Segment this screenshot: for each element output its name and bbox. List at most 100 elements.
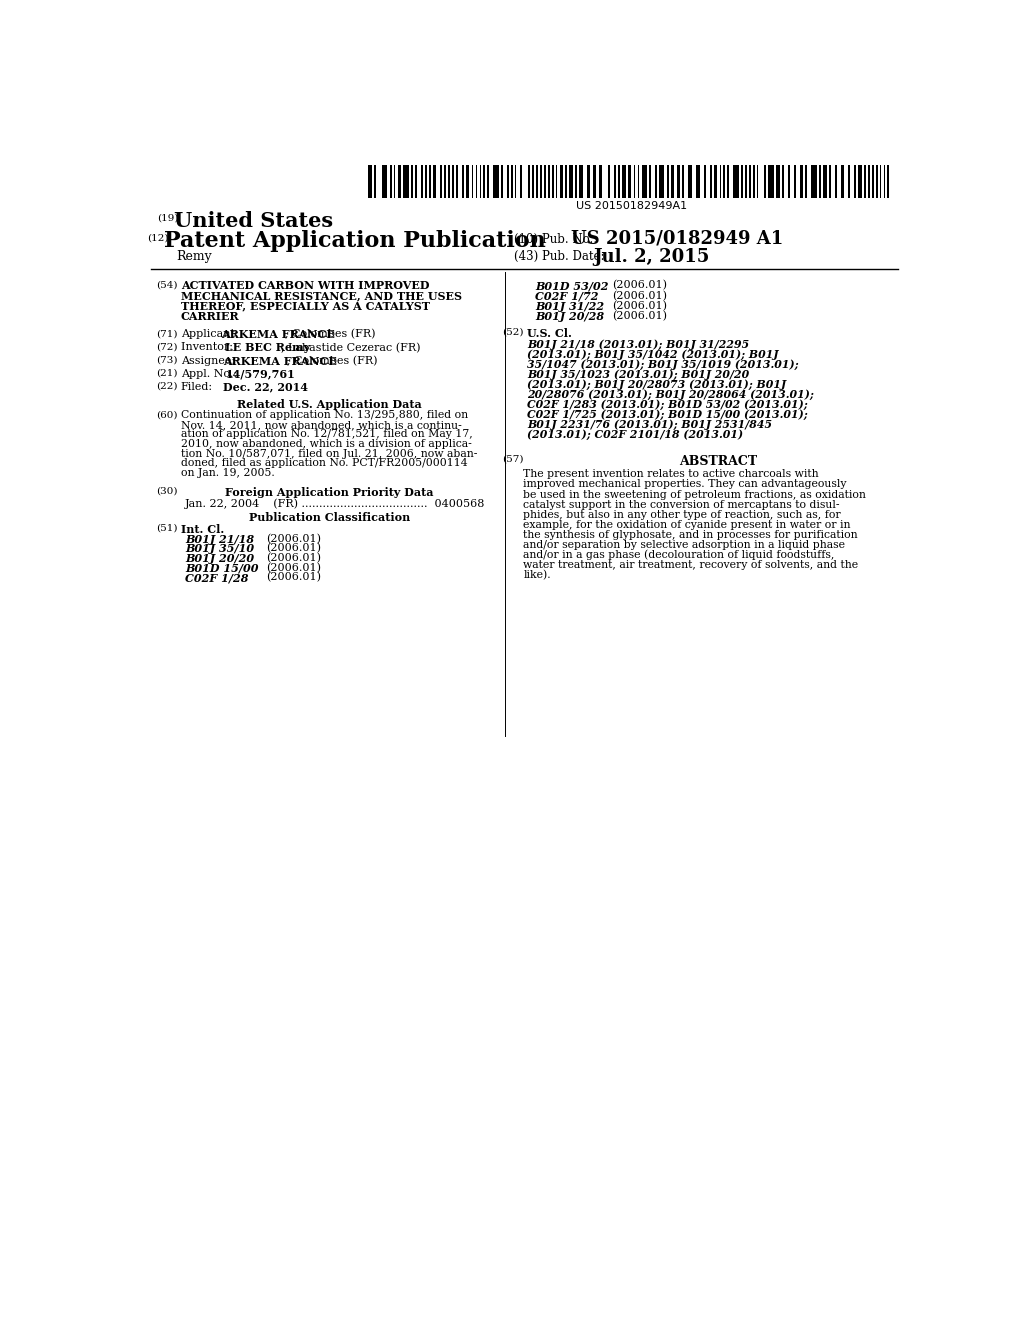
- Bar: [671, 165, 675, 198]
- Text: , Labastide Cezerac (FR): , Labastide Cezerac (FR): [281, 342, 420, 352]
- Text: CARRIER: CARRIER: [180, 312, 240, 322]
- Bar: [515, 165, 516, 198]
- Text: (51): (51): [156, 524, 177, 533]
- Text: (43) Pub. Date:: (43) Pub. Date:: [514, 249, 604, 263]
- Text: Appl. No.:: Appl. No.:: [180, 368, 241, 379]
- Bar: [487, 165, 489, 198]
- Bar: [683, 165, 684, 198]
- Text: (2013.01); C02F 2101/18 (2013.01): (2013.01); C02F 2101/18 (2013.01): [527, 429, 743, 441]
- Text: on Jan. 19, 2005.: on Jan. 19, 2005.: [180, 469, 274, 478]
- Bar: [811, 165, 817, 198]
- Text: The present invention relates to active charcoals with: The present invention relates to active …: [523, 470, 819, 479]
- Text: (2006.01): (2006.01): [612, 280, 668, 290]
- Bar: [479, 165, 481, 198]
- Text: the synthesis of glyphosate, and in processes for purification: the synthesis of glyphosate, and in proc…: [523, 529, 858, 540]
- Bar: [765, 165, 766, 198]
- Bar: [415, 165, 417, 198]
- Bar: [429, 165, 430, 198]
- Bar: [828, 165, 830, 198]
- Text: ation of application No. 12/781,521, filed on May 17,: ation of application No. 12/781,521, fil…: [180, 429, 472, 440]
- Text: (2006.01): (2006.01): [612, 290, 668, 301]
- Text: B01D 15/00: B01D 15/00: [185, 562, 259, 574]
- Text: Jul. 2, 2015: Jul. 2, 2015: [593, 248, 710, 265]
- Bar: [782, 165, 783, 198]
- Bar: [444, 165, 446, 198]
- Bar: [537, 165, 538, 198]
- Bar: [462, 165, 464, 198]
- Text: , Colombes (FR): , Colombes (FR): [287, 355, 378, 366]
- Text: Patent Application Publication: Patent Application Publication: [164, 230, 546, 252]
- Bar: [532, 165, 534, 198]
- Bar: [703, 165, 706, 198]
- Text: C02F 1/725 (2013.01); B01D 15/00 (2013.01);: C02F 1/725 (2013.01); B01D 15/00 (2013.0…: [527, 409, 808, 420]
- Bar: [720, 165, 721, 198]
- Text: Continuation of application No. 13/295,880, filed on: Continuation of application No. 13/295,8…: [180, 411, 468, 420]
- Text: (19): (19): [158, 214, 179, 223]
- Bar: [880, 165, 882, 198]
- Text: MECHANICAL RESISTANCE, AND THE USES: MECHANICAL RESISTANCE, AND THE USES: [180, 290, 462, 301]
- Text: LE BEC Remy: LE BEC Remy: [225, 342, 310, 354]
- Bar: [548, 165, 550, 198]
- Text: (2006.01): (2006.01): [266, 562, 321, 573]
- Bar: [696, 165, 699, 198]
- Bar: [540, 165, 542, 198]
- Text: B01J 21/18 (2013.01); B01J 31/2295: B01J 21/18 (2013.01); B01J 31/2295: [527, 339, 750, 350]
- Text: (2013.01); B01J 20/28073 (2013.01); B01J: (2013.01); B01J 20/28073 (2013.01); B01J: [527, 379, 786, 391]
- Text: United States: United States: [174, 211, 334, 231]
- Bar: [369, 165, 372, 198]
- Bar: [688, 165, 692, 198]
- Bar: [433, 165, 436, 198]
- Text: Jan. 22, 2004    (FR) ....................................  0400568: Jan. 22, 2004 (FR) .....................…: [184, 499, 485, 510]
- Bar: [466, 165, 469, 198]
- Text: B01J 20/20: B01J 20/20: [185, 553, 255, 564]
- Bar: [403, 165, 409, 198]
- Bar: [528, 165, 530, 198]
- Text: (2013.01); B01J 35/1042 (2013.01); B01J: (2013.01); B01J 35/1042 (2013.01); B01J: [527, 350, 778, 360]
- Text: ARKEMA FRANCE: ARKEMA FRANCE: [223, 355, 337, 367]
- Bar: [449, 165, 451, 198]
- Text: Publication Classification: Publication Classification: [249, 512, 411, 523]
- Bar: [544, 165, 546, 198]
- Text: (52): (52): [503, 327, 524, 337]
- Bar: [456, 165, 458, 198]
- Bar: [575, 165, 577, 198]
- Bar: [649, 165, 651, 198]
- Bar: [511, 165, 513, 198]
- Bar: [787, 165, 790, 198]
- Bar: [884, 165, 886, 198]
- Bar: [854, 165, 856, 198]
- Text: (2006.01): (2006.01): [612, 301, 668, 312]
- Bar: [806, 165, 807, 198]
- Text: Remy: Remy: [176, 249, 212, 263]
- Bar: [507, 165, 509, 198]
- Bar: [569, 165, 572, 198]
- Text: Filed:: Filed:: [180, 381, 213, 392]
- Text: (21): (21): [156, 368, 177, 378]
- Text: ARKEMA FRANCE: ARKEMA FRANCE: [221, 330, 335, 341]
- Bar: [622, 165, 626, 198]
- Bar: [849, 165, 850, 198]
- Bar: [667, 165, 669, 198]
- Bar: [565, 165, 567, 198]
- Text: (54): (54): [156, 280, 177, 289]
- Bar: [628, 165, 632, 198]
- Bar: [776, 165, 780, 198]
- Text: (10) Pub. No.:: (10) Pub. No.:: [514, 234, 597, 246]
- Bar: [593, 165, 596, 198]
- Bar: [858, 165, 862, 198]
- Bar: [614, 165, 616, 198]
- Bar: [425, 165, 427, 198]
- Bar: [520, 165, 522, 198]
- Text: (2006.01): (2006.01): [266, 553, 321, 564]
- Text: Related U.S. Application Data: Related U.S. Application Data: [238, 399, 422, 409]
- Bar: [724, 165, 725, 198]
- Bar: [587, 165, 591, 198]
- Bar: [421, 165, 423, 198]
- Bar: [876, 165, 878, 198]
- Text: Dec. 22, 2014: Dec. 22, 2014: [223, 381, 308, 393]
- Text: (2006.01): (2006.01): [266, 573, 321, 582]
- Bar: [727, 165, 729, 198]
- Bar: [608, 165, 610, 198]
- Bar: [501, 165, 503, 198]
- Bar: [393, 165, 395, 198]
